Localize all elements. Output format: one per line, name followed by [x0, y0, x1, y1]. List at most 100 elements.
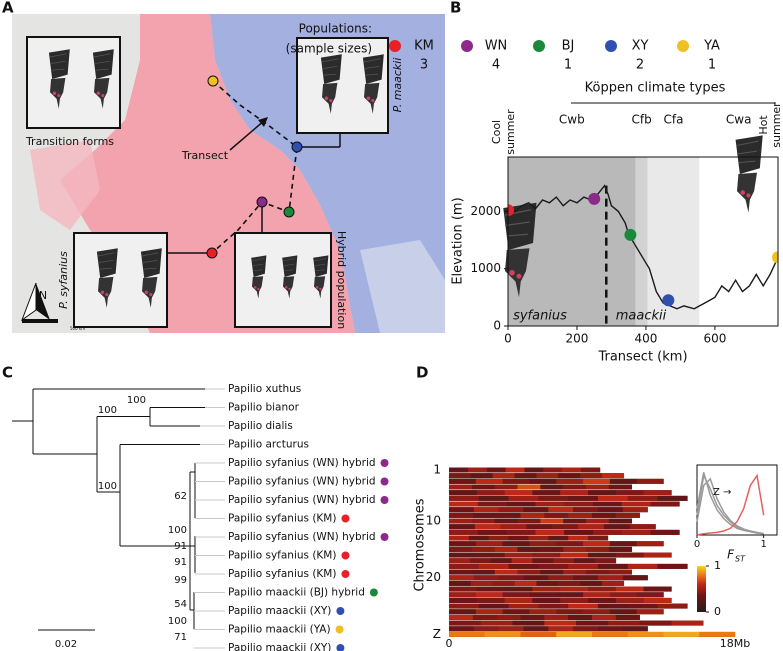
fst-cell: [586, 484, 610, 490]
fst-cell: [484, 631, 521, 637]
fst-cell: [556, 592, 584, 598]
fst-cell: [467, 467, 488, 473]
fst-cell: [639, 620, 672, 626]
fst-cell: [553, 558, 575, 564]
taxon-label: Papilio xuthus: [228, 383, 301, 395]
fst-cell: [486, 467, 506, 473]
fst-cell: [540, 569, 564, 575]
fst-cell: [560, 552, 589, 558]
taxon-dot: [380, 477, 389, 486]
fst-cell: [528, 535, 549, 541]
taxon-label: Papilio maackii (BJ) hybrid: [228, 587, 365, 599]
fst-cell: [657, 563, 688, 569]
fst-cell: [568, 603, 599, 609]
fst-cell: [627, 603, 658, 609]
fst-cell: [538, 563, 569, 569]
fst-cell: [494, 546, 518, 552]
fst-cell: [476, 597, 505, 603]
fst-cell: [504, 552, 533, 558]
fst-cell: [597, 603, 629, 609]
fst-cell: [470, 580, 493, 586]
plot: syfanius maackii KM 3 WN 4 BJ 1 XY 2 YA 1 0 1000 2000 0…: [389, 39, 779, 346]
species-label: maackii: [616, 309, 667, 324]
population-point: [508, 204, 514, 217]
support-value: 71: [174, 632, 187, 643]
support-value: 100: [98, 481, 117, 492]
row-label: 1: [433, 463, 441, 477]
fst-cell: [536, 580, 559, 586]
fst-cell: [471, 484, 495, 490]
fst-cell: [488, 535, 509, 541]
fst-cell: [449, 592, 477, 598]
legend-dot: [605, 40, 617, 52]
north-label: N: [39, 289, 47, 302]
fst-cell: [657, 495, 688, 501]
inset-xlabel: F: [727, 548, 735, 562]
x-axis-label: Transect (km): [597, 350, 687, 365]
fst-cell: [538, 495, 569, 501]
zones: Cwb Cfb Cfa Cwa: [502, 113, 778, 326]
fst-cell: [526, 524, 553, 530]
fst-cell: [609, 609, 637, 615]
fst-cell: [650, 501, 680, 507]
climate-end: summer: [504, 109, 517, 155]
y-tick-label: 1000: [470, 261, 501, 275]
fst-cell: [473, 575, 499, 581]
colorbar-label: 0: [714, 605, 721, 618]
panel-label: A: [2, 0, 14, 17]
fst-cell: [578, 524, 605, 530]
fst-cell: [480, 620, 513, 626]
fst-cell: [536, 473, 559, 479]
fst-cell: [583, 592, 611, 598]
climate-end: summer: [770, 102, 783, 148]
fst-cell: [608, 484, 633, 490]
taxon-label: Papilio bianor: [228, 402, 300, 414]
zone-label: Cfb: [632, 113, 652, 127]
fst-cell: [449, 524, 476, 530]
y-tick-label: 0: [493, 319, 501, 333]
fst-cell: [468, 535, 490, 541]
fst-cell: [532, 552, 561, 558]
fst-cell: [568, 563, 599, 569]
fst-cell: [504, 597, 533, 603]
fst-cell: [449, 580, 472, 586]
fst-cell: [471, 518, 495, 524]
panel-label: C: [2, 364, 13, 382]
support-value: 62: [174, 491, 187, 502]
fst-cell: [563, 569, 587, 575]
fst-cell: [568, 495, 599, 501]
fst-cell: [506, 501, 536, 507]
fst-cell: [473, 626, 499, 632]
fst-cell: [583, 478, 611, 484]
fst-cell: [532, 558, 554, 564]
fst-cell: [502, 609, 530, 615]
support-value: 100: [168, 616, 187, 627]
fst-cell: [498, 507, 524, 513]
fst-cell: [449, 535, 470, 541]
legend-count: 3: [420, 58, 428, 73]
fst-cell: [529, 541, 557, 547]
fst-cell: [535, 529, 565, 535]
fst-cell: [449, 507, 475, 513]
fst-cell: [568, 614, 593, 620]
x-tick-label: 0: [446, 637, 453, 650]
fst-cell: [608, 518, 633, 524]
fst-cell: [449, 597, 478, 603]
fst-cell: [592, 614, 617, 620]
taxon-dot: [341, 570, 350, 578]
legend-count: 4: [492, 58, 500, 73]
fst-cell: [657, 603, 688, 609]
taxon-dot: [380, 496, 389, 504]
fst-cell: [469, 558, 492, 564]
fst-cell: [592, 529, 623, 535]
taxon-label: Papilio syfanius (WN) hybrid: [228, 457, 376, 469]
fst-cell: [573, 507, 599, 513]
legend-title: (sample sizes): [286, 42, 372, 56]
climate-end: Cool: [490, 120, 503, 144]
fst-cell: [615, 597, 644, 603]
taxon-dot: [341, 551, 350, 560]
fst-cell: [574, 558, 596, 564]
fst-cell: [592, 501, 623, 507]
x-tick-label: 600: [703, 332, 726, 346]
legend-label: BJ: [562, 39, 575, 54]
